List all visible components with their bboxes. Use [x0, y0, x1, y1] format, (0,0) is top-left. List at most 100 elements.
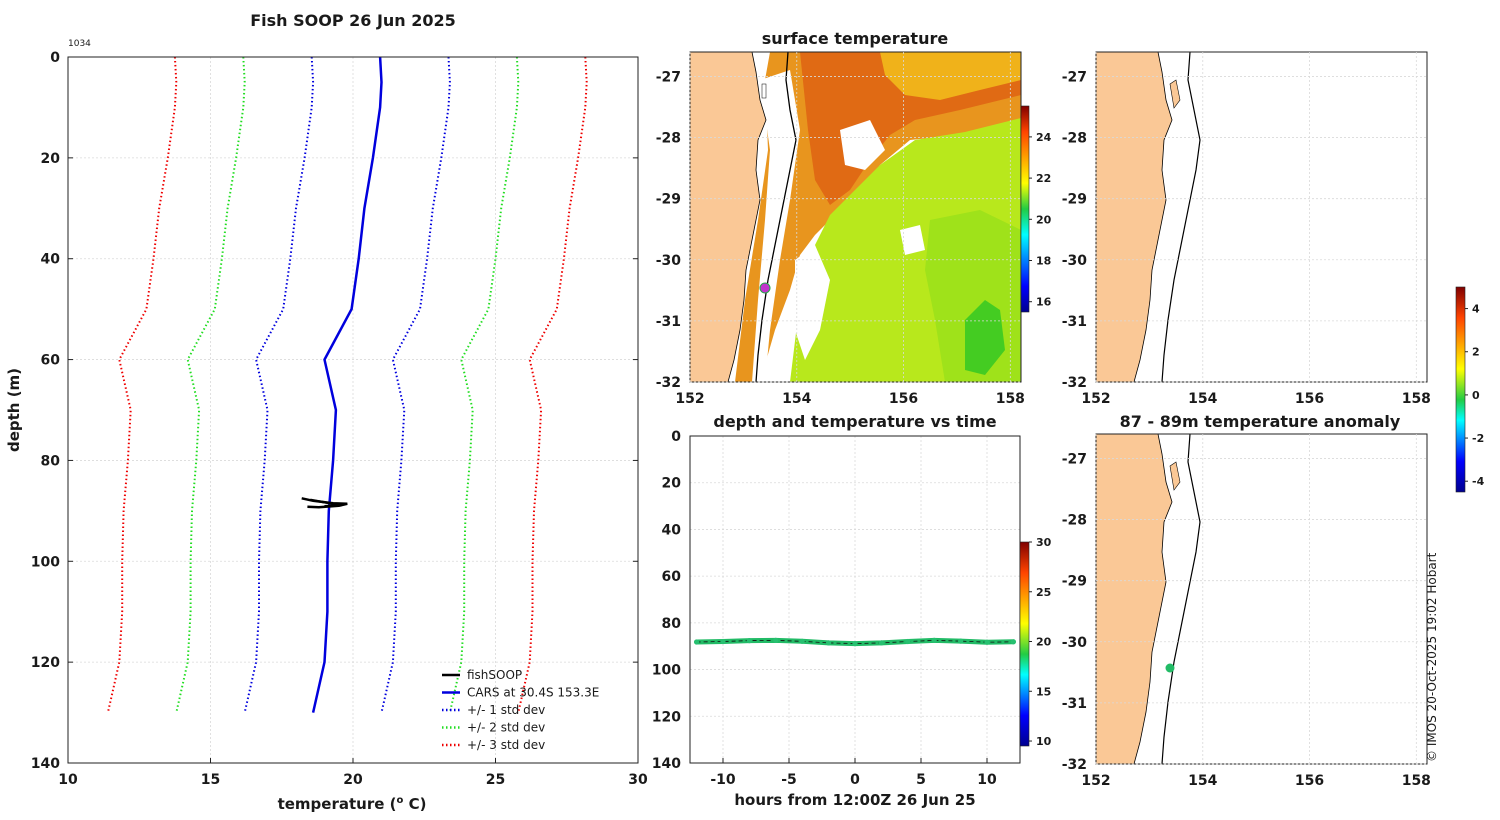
- profile-y-tick-label: 120: [31, 655, 60, 671]
- profile-sd1-plus-line: [380, 56, 451, 713]
- colorbar-tick-label: 4: [1472, 303, 1480, 316]
- profile-legend: fishSOOP CARS at 30.4S 153.3E +/- 1 std de…: [442, 668, 599, 752]
- map-lon-tick-label: 156: [1295, 391, 1324, 407]
- depth-time-y-tick-label: 120: [652, 709, 681, 725]
- empty-map-field: [1096, 52, 1201, 382]
- depth-time-y-ticks: 0 20 40 60 80 100 120 140: [652, 429, 681, 772]
- map-lat-tick-label: -27: [656, 69, 681, 85]
- legend-entry-label: CARS at 30.4S 153.3E: [467, 686, 599, 700]
- depth-time-point: [905, 638, 911, 645]
- profile-fishsoop-trace: [310, 498, 342, 508]
- copyright-notice: © IMOS 20-Oct-2025 19:02 Hobart: [1425, 552, 1439, 762]
- empty-map-y-ticks: -27 -28 -29 -30 -31 -32: [1062, 69, 1088, 391]
- legend-entry-label: +/- 3 std dev: [467, 738, 545, 752]
- legend-entry-label: +/- 2 std dev: [467, 721, 545, 735]
- profile-sd3-minus-line: [106, 56, 178, 713]
- map-lon-tick-label: 158: [996, 391, 1025, 407]
- depth-time-x-tick-label: -10: [710, 772, 736, 788]
- depth-time-point: [931, 637, 937, 644]
- depth-time-y-tick-label: 80: [662, 616, 682, 632]
- profile-y-tick-label: 100: [31, 554, 60, 570]
- anomaly-location-marker: [1165, 663, 1175, 673]
- profile-gridlines: [68, 57, 638, 763]
- sst-location-marker: [759, 282, 771, 294]
- profile-y-tick-label: 60: [41, 353, 61, 369]
- profile-y-tick-label: 40: [41, 252, 61, 268]
- anomaly-map-island: [1169, 461, 1181, 491]
- profile-y-tick-label: 80: [41, 453, 61, 469]
- profile-x-tick-label: 10: [58, 772, 78, 788]
- profile-id-label: 1034: [68, 39, 91, 49]
- map-lat-tick-label: -30: [1062, 635, 1088, 651]
- sst-colorbar: [1020, 105, 1030, 313]
- map-lon-tick-label: 158: [1402, 391, 1431, 407]
- sst-gold-east: [880, 52, 1021, 100]
- depth-time-x-tick-label: 10: [977, 772, 997, 788]
- anomaly-map-land: [1096, 434, 1173, 764]
- empty-map-gridlines: [1095, 52, 1427, 383]
- profile-y-tick-label: 140: [31, 756, 60, 772]
- depth-time-gridlines: [690, 436, 1020, 763]
- depth-time-point: [746, 638, 753, 644]
- depth-time-x-tick-label: -5: [781, 772, 797, 788]
- anomaly-map-x-ticks: 152 154 156 158: [1081, 773, 1431, 789]
- depth-time-point: [799, 638, 805, 644]
- sst-map-y-ticks: -27 -28 -29 -30 -31 -32: [656, 69, 682, 391]
- profile-x-tick-label: 25: [486, 772, 505, 788]
- depth-time-point: [773, 637, 779, 644]
- map-lon-tick-label: 154: [782, 391, 811, 407]
- map-lat-tick-label: -28: [1062, 513, 1087, 529]
- legend-entry-label: +/- 1 std dev: [467, 703, 545, 717]
- empty-map-x-ticks: 152 154 156 158: [1081, 391, 1431, 407]
- depth-time-colorbar: [1019, 541, 1030, 747]
- anomaly-map-gridlines: [1095, 434, 1427, 765]
- depth-time-y-tick-label: 100: [652, 663, 681, 679]
- depth-time-point: [1010, 639, 1017, 645]
- map-lon-tick-label: 156: [889, 391, 918, 407]
- sst-cloud-mask-4: [900, 225, 925, 255]
- depth-time-point: [878, 640, 885, 646]
- profile-x-axis-label: temperature (o C): [278, 795, 427, 813]
- depth-time-point: [852, 641, 858, 647]
- map-lat-tick-label: -32: [1062, 375, 1087, 391]
- anomaly-colorbar: [1455, 286, 1466, 493]
- colorbar-tick-label: 20: [1036, 636, 1052, 649]
- profile-y-tick-label: 0: [50, 50, 60, 66]
- depth-time-x-axis-label: hours from 12:00Z 26 Jun 25: [734, 791, 975, 809]
- colorbar-tick-label: 10: [1036, 735, 1052, 748]
- empty-map-shelf-contour: [1161, 52, 1201, 382]
- map-lat-tick-label: -32: [656, 375, 681, 391]
- sst-cloud-mask-3: [795, 245, 830, 360]
- map-lon-tick-label: 154: [1188, 391, 1217, 407]
- colorbar-tick-label: 18: [1036, 255, 1051, 268]
- profile-x-ticks: 10 15 20 25 30: [58, 758, 648, 788]
- map-lon-tick-label: 152: [675, 391, 704, 407]
- depth-time-x-tick-label: 0: [850, 772, 860, 788]
- profile-x-tick-label: 15: [201, 772, 220, 788]
- empty-map-land: [1096, 52, 1173, 382]
- sst-colorbar-ticks: 24 22 20 18 16: [1029, 131, 1052, 309]
- map-lat-tick-label: -29: [656, 192, 681, 208]
- empty-map-island: [1169, 79, 1181, 109]
- map-lat-tick-label: -27: [1062, 451, 1087, 467]
- depth-time-y-tick-label: 20: [662, 476, 682, 492]
- colorbar-tick-label: 16: [1036, 296, 1052, 309]
- map-lat-tick-label: -29: [1062, 192, 1087, 208]
- sst-moreton-island: [761, 83, 767, 99]
- anomaly-map-title: 87 - 89m temperature anomaly: [1120, 412, 1401, 431]
- depth-time-y-tick-label: 0: [671, 429, 681, 445]
- map-lon-tick-label: 158: [1402, 773, 1431, 789]
- colorbar-tick-label: 30: [1036, 536, 1052, 549]
- map-lat-tick-label: -28: [656, 131, 681, 147]
- profile-sd2-minus-line: [175, 56, 246, 713]
- anomaly-map-y-ticks: -27 -28 -29 -30 -31 -32: [1062, 451, 1088, 773]
- anomaly-map-field: [1096, 434, 1201, 764]
- colorbar-tick-label: 25: [1036, 586, 1051, 599]
- depth-time-x-tick-label: 5: [916, 772, 926, 788]
- colorbar-tick-label: -2: [1472, 432, 1484, 445]
- map-lat-tick-label: -31: [656, 314, 681, 330]
- map-lat-tick-label: -29: [1062, 574, 1087, 590]
- sst-map-x-ticks: 152 154 156 158: [675, 391, 1025, 407]
- map-lon-tick-label: 156: [1295, 773, 1324, 789]
